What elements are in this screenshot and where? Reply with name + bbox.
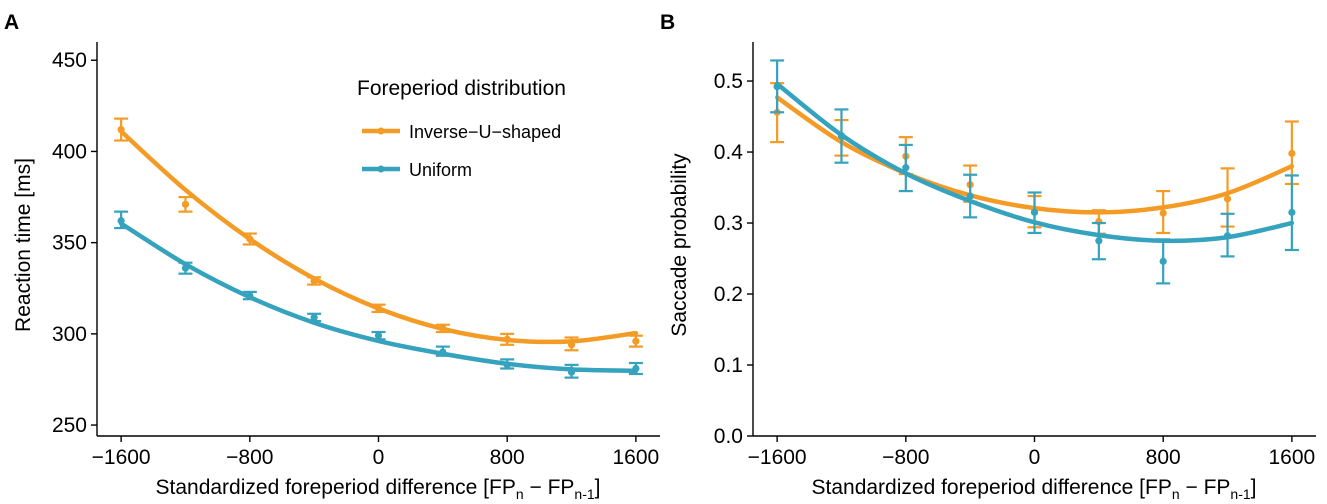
panel-label-b: B bbox=[660, 11, 675, 34]
y-tick-label: 300 bbox=[52, 323, 87, 346]
y-tick-label: 0.5 bbox=[714, 70, 743, 93]
x-tick-label: 800 bbox=[490, 446, 525, 469]
data-point-inverse-u-shaped bbox=[567, 341, 576, 349]
data-point-uniform bbox=[1288, 208, 1296, 216]
y-tick-label: 0.3 bbox=[714, 212, 743, 235]
legend-key-point bbox=[377, 127, 385, 135]
data-point-uniform bbox=[1159, 257, 1167, 265]
legend-entry-inverse-u: Inverse−U−shaped bbox=[362, 122, 561, 142]
panel-a: A 250 300 350 400 450 −1600 −800 0 800 1600 React… bbox=[4, 11, 660, 502]
data-point-uniform bbox=[966, 192, 974, 200]
y-tick-label: 0.2 bbox=[714, 283, 743, 306]
data-point-uniform bbox=[374, 332, 383, 340]
data-point-inverse-u-shaped bbox=[503, 335, 511, 343]
legend: Foreperiod distribution Inverse−U−shaped… bbox=[357, 77, 566, 180]
panel-a-marks bbox=[114, 117, 643, 379]
data-point-inverse-u-shaped bbox=[310, 277, 318, 285]
legend-title: Foreperiod distribution bbox=[357, 77, 566, 100]
panel-b-ylabel: Saccade probability bbox=[668, 153, 691, 337]
data-point-uniform bbox=[246, 291, 254, 300]
y-tick-label: 0.4 bbox=[714, 141, 744, 164]
legend-entry-uniform: Uniform bbox=[362, 160, 472, 180]
x-tick-label: 0 bbox=[373, 446, 385, 469]
data-point-uniform bbox=[902, 164, 910, 172]
data-point-uniform bbox=[1030, 208, 1039, 216]
data-point-inverse-u-shaped bbox=[632, 337, 640, 345]
x-tick-label: 0 bbox=[1029, 446, 1041, 469]
data-point-uniform bbox=[567, 368, 576, 376]
panel-a-ylabel: Reaction time [ms] bbox=[12, 158, 35, 332]
legend-label: Inverse−U−shaped bbox=[409, 122, 561, 142]
x-tick-label: −800 bbox=[226, 446, 273, 469]
legend-label: Uniform bbox=[409, 160, 472, 180]
data-point-uniform bbox=[1095, 237, 1103, 245]
y-tick-label: 450 bbox=[52, 49, 87, 72]
data-point-uniform bbox=[181, 264, 190, 272]
data-point-inverse-u-shaped bbox=[246, 235, 254, 243]
data-point-inverse-u-shaped bbox=[374, 304, 383, 312]
data-point-uniform bbox=[773, 83, 781, 91]
data-point-uniform bbox=[310, 313, 318, 322]
panel-a-axes: 250 300 350 400 450 −1600 −800 0 800 1600 bbox=[52, 42, 660, 469]
data-point-uniform bbox=[439, 348, 447, 356]
panel-a-xlabel: Standardized foreperiod difference [FPn … bbox=[156, 476, 601, 502]
y-tick-label: 250 bbox=[52, 414, 87, 437]
x-tick-label: 1600 bbox=[613, 446, 660, 469]
data-point-uniform bbox=[503, 361, 511, 369]
data-point-inverse-u-shaped bbox=[1288, 149, 1296, 158]
panel-label-a: A bbox=[4, 11, 19, 34]
panel-b-xlabel: Standardized foreperiod difference [FPn … bbox=[812, 476, 1257, 502]
fit-line-uniform bbox=[774, 81, 1295, 244]
data-point-inverse-u-shaped bbox=[1223, 195, 1232, 203]
data-point-inverse-u-shaped bbox=[117, 125, 125, 134]
y-tick-label: 0.0 bbox=[714, 425, 743, 448]
data-point-uniform bbox=[117, 217, 125, 225]
panel-b: B 0.0 0.1 0.2 0.3 0.4 0.5 −1600 −800 0 800 1600 Sa… bbox=[660, 11, 1316, 502]
data-point-uniform bbox=[632, 364, 640, 373]
x-tick-label: 800 bbox=[1146, 446, 1181, 469]
y-tick-label: 0.1 bbox=[714, 354, 743, 377]
panel-b-marks bbox=[770, 59, 1299, 285]
data-point-uniform bbox=[837, 132, 846, 140]
y-tick-label: 400 bbox=[52, 140, 87, 163]
data-point-inverse-u-shaped bbox=[439, 324, 447, 332]
data-point-uniform bbox=[1223, 232, 1232, 240]
y-tick-label: 350 bbox=[52, 232, 87, 255]
legend-key-point bbox=[377, 165, 385, 173]
x-tick-label: −800 bbox=[882, 446, 929, 469]
x-tick-label: 1600 bbox=[1269, 446, 1316, 469]
x-tick-label: −1600 bbox=[92, 446, 151, 469]
x-tick-label: −1600 bbox=[748, 446, 807, 469]
data-point-inverse-u-shaped bbox=[181, 200, 190, 208]
panel-b-axes: 0.0 0.1 0.2 0.3 0.4 0.5 −1600 −800 0 800 1600 bbox=[714, 42, 1316, 469]
data-point-inverse-u-shaped bbox=[1159, 209, 1167, 217]
fit-line-uniform bbox=[118, 221, 639, 373]
